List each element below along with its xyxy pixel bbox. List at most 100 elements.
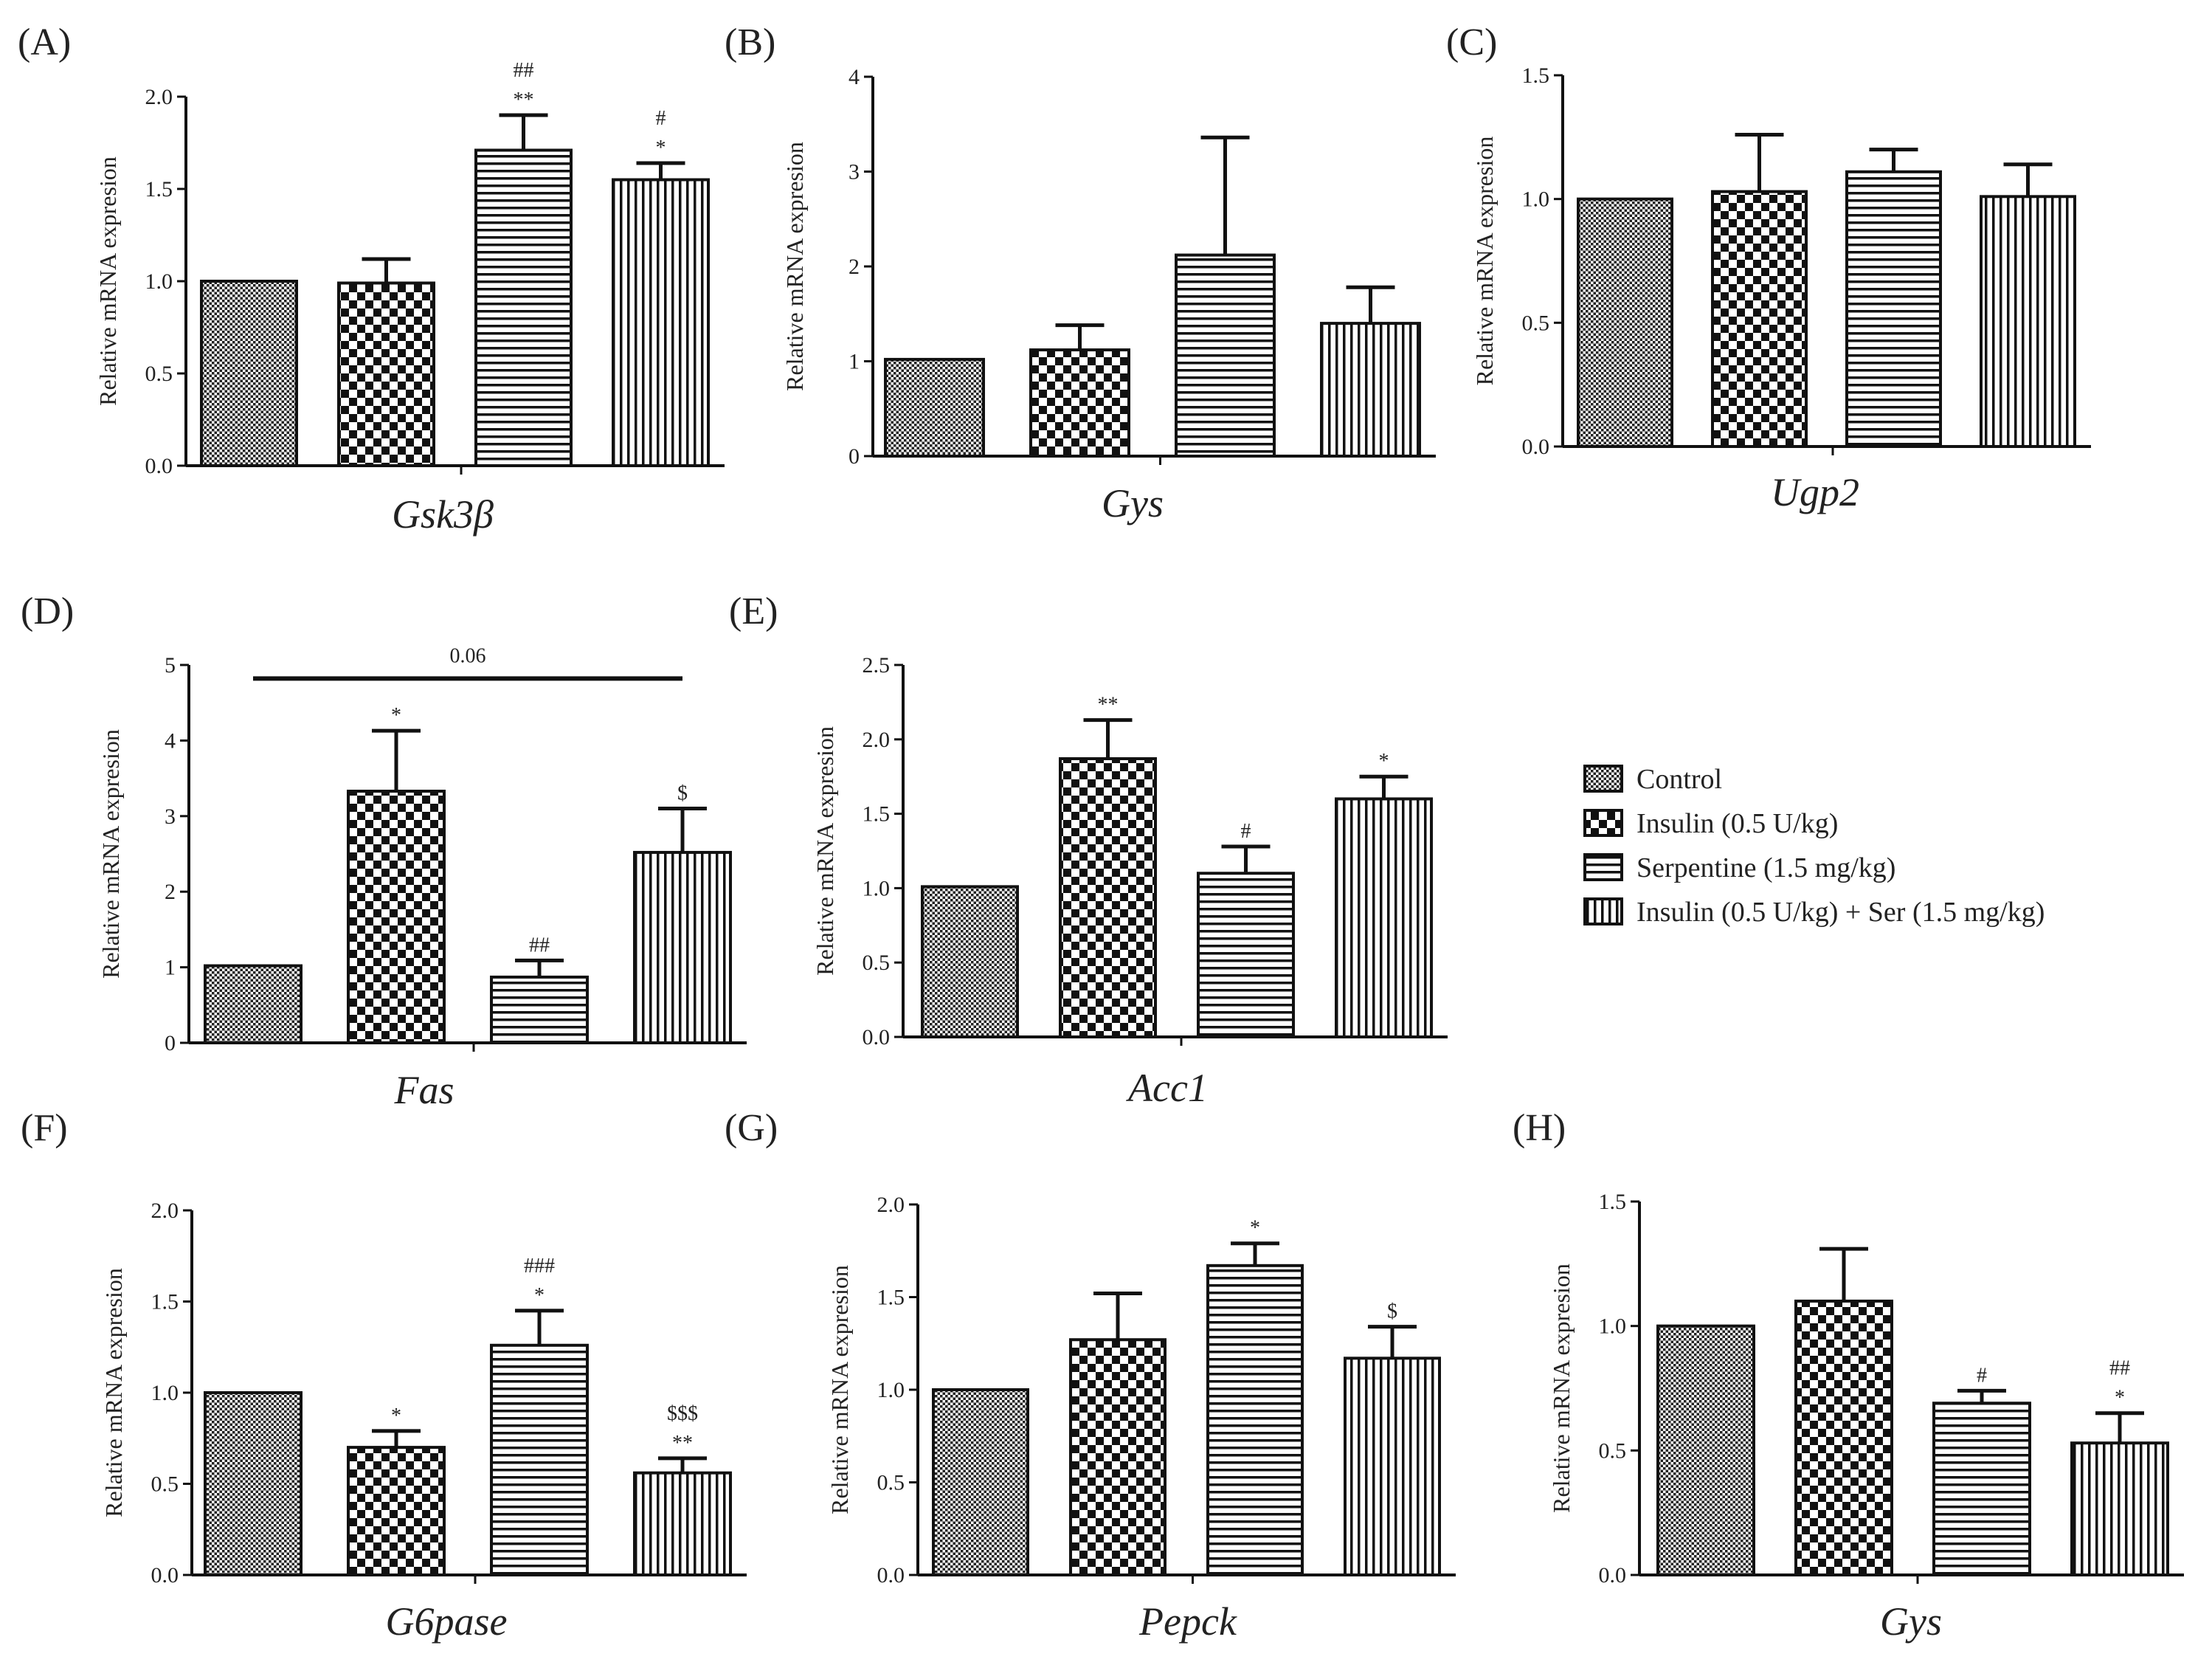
significance-marker: *	[391, 704, 401, 727]
y-tick-label: 1.0	[1522, 187, 1550, 212]
bar-control	[932, 1388, 1029, 1576]
bracket-label: 0.06	[450, 644, 486, 667]
gene-label: Pepck	[1138, 1599, 1237, 1644]
y-tick-label: 2	[165, 880, 176, 904]
y-tick-label: 0.0	[1522, 435, 1550, 459]
bar-insulin-ser	[1335, 797, 1433, 1038]
y-tick-label: 4	[165, 728, 176, 753]
y-tick-label: 4	[848, 65, 860, 89]
panel-label: (D)	[21, 590, 74, 632]
y-tick-label: 1.5	[145, 177, 173, 201]
bar-control	[200, 280, 298, 467]
y-tick-label: 1	[165, 956, 176, 980]
y-tick-label: 1.5	[1522, 63, 1550, 88]
bar-serpentine	[1197, 872, 1295, 1038]
gene-label: Ugp2	[1771, 470, 1859, 514]
panel-label: (H)	[1513, 1107, 1566, 1149]
y-tick-label: 0.0	[863, 1025, 891, 1049]
y-tick-label: 1.5	[863, 802, 891, 827]
y-tick-label: 1.0	[145, 269, 173, 294]
bar-serpentine	[1932, 1402, 2031, 1576]
bar-insulin	[1794, 1299, 1893, 1577]
gene-label: Gsk3β	[392, 492, 494, 537]
y-tick-label: 2.0	[145, 85, 173, 109]
bar-insulin-ser	[633, 1471, 732, 1577]
panel-label: (B)	[725, 21, 775, 63]
y-axis-title: Relative mRNA expresion	[781, 142, 808, 391]
y-tick-label: 0.5	[1522, 311, 1550, 335]
bar-insulin	[1059, 757, 1157, 1039]
y-tick-label: 1.0	[1599, 1314, 1627, 1339]
bar-insulin	[1711, 190, 1808, 448]
significance-marker: **	[1098, 694, 1119, 717]
bar-serpentine	[474, 148, 573, 467]
y-tick-label: 0	[848, 444, 860, 469]
significance-marker: $	[1387, 1300, 1397, 1323]
bar-insulin	[347, 1446, 446, 1576]
y-tick-label: 1.5	[1599, 1190, 1627, 1214]
bar-control	[1577, 197, 1673, 448]
panel-d: (D) 0 1 2 3 4 5 Relative mRNA expresion Fas * ## $0…	[21, 590, 747, 1112]
y-tick-label: 0.0	[877, 1563, 905, 1588]
bar-control	[921, 885, 1019, 1039]
y-axis-title: Relative mRNA expresion	[94, 156, 121, 406]
significance-marker: *	[534, 1284, 545, 1307]
bar-insulin-ser	[1344, 1357, 1441, 1576]
y-axis-title: Relative mRNA expresion	[100, 1268, 127, 1517]
y-tick-label: 0.0	[1599, 1563, 1627, 1588]
panel-c: (C) 0.0 0.5 1.0 1.5 Relative mRNA expresion Ug…	[1446, 21, 2091, 514]
panel-label: (F)	[21, 1107, 68, 1149]
bar-insulin-ser	[633, 850, 732, 1045]
panel-label: (A)	[18, 21, 71, 63]
y-axis-title: Relative mRNA expresion	[812, 726, 838, 976]
y-tick-label: 2.0	[877, 1193, 905, 1217]
y-tick-label: 1	[848, 350, 860, 374]
gene-label: G6pase	[386, 1599, 508, 1644]
y-tick-label: 0.5	[863, 951, 891, 975]
gene-label: Fas	[394, 1068, 455, 1112]
significance-marker: ##	[514, 59, 534, 82]
significance-marker: **	[672, 1432, 693, 1455]
legend-label-insulin-ser: Insulin (0.5 U/kg) + Ser (1.5 mg/kg)	[1636, 897, 2045, 928]
y-tick-label: 2.0	[863, 728, 891, 752]
panel-b: (B) 0 1 2 3 4 Relative mRNA expresion Gys	[725, 21, 1436, 525]
significance-marker: ###	[524, 1255, 555, 1278]
y-tick-label: 3	[165, 804, 176, 829]
bar-insulin-ser	[612, 178, 710, 467]
bar-control	[884, 357, 985, 458]
significance-marker: #	[1241, 820, 1251, 843]
y-tick-label: 1.5	[151, 1290, 179, 1314]
bar-insulin-ser	[1320, 322, 1421, 458]
bar-control	[204, 1391, 303, 1576]
y-tick-label: 2.5	[863, 653, 891, 678]
significance-marker: ##	[529, 934, 550, 956]
y-axis-title: Relative mRNA expresion	[826, 1265, 853, 1514]
significance-marker: *	[2115, 1387, 2125, 1410]
bar-serpentine	[1175, 253, 1276, 458]
y-tick-label: 5	[165, 653, 176, 678]
panel-g: (G) 0.0 0.5 1.0 1.5 2.0 Relative mRNA expresio…	[725, 1107, 1456, 1644]
significance-marker: ##	[2109, 1357, 2130, 1380]
bar-insulin-ser	[1980, 195, 2076, 448]
bar-serpentine	[1845, 170, 1942, 448]
bar-insulin	[1069, 1338, 1167, 1576]
panel-label: (C)	[1446, 21, 1497, 63]
panel-a: (A) 0.0 0.5 1.0 1.5 2.0 Relative mRNA expresio…	[18, 21, 725, 537]
y-tick-label: 3	[848, 160, 860, 185]
significance-marker: *	[656, 137, 666, 159]
y-axis-title: Relative mRNA expresion	[97, 729, 124, 979]
bar-insulin	[347, 790, 446, 1045]
y-tick-label: 0	[165, 1031, 176, 1055]
y-tick-label: 1.0	[151, 1381, 179, 1405]
bar-insulin	[337, 281, 435, 467]
gene-label: Gys	[1102, 481, 1164, 525]
significance-marker: *	[1250, 1217, 1260, 1240]
bar-control	[1656, 1324, 1755, 1576]
y-tick-label: 1.0	[877, 1378, 905, 1402]
y-tick-label: 0.5	[145, 362, 173, 386]
significance-marker: *	[391, 1404, 401, 1427]
bar-serpentine	[490, 975, 589, 1044]
legend: Control Insulin (0.5 U/kg) Serpentine (1.5…	[1583, 764, 2045, 928]
legend-swatch-insulin-ser	[1583, 897, 1623, 925]
panel-f: (F) 0.0 0.5 1.0 1.5 2.0 Relative mRNA expresio…	[21, 1107, 747, 1644]
